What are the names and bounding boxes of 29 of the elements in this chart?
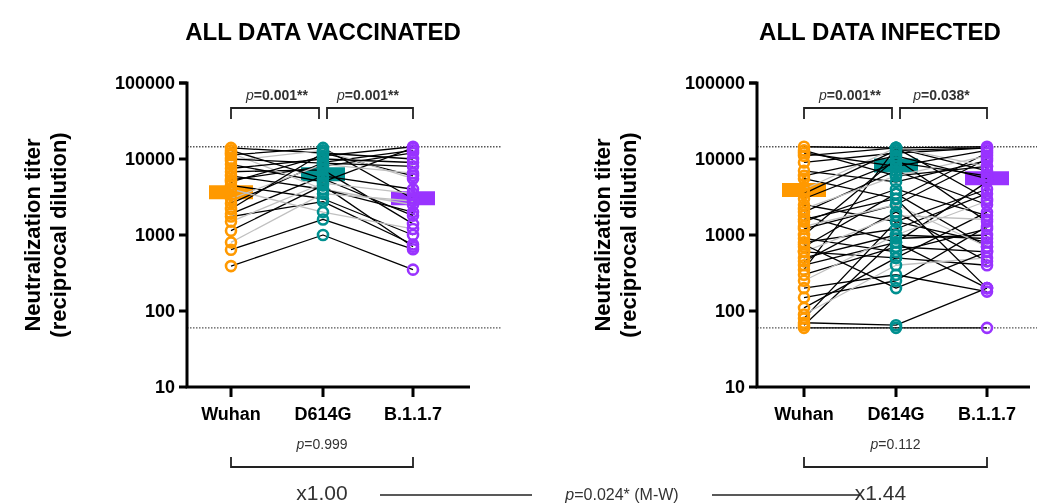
y-tick-label: 100000 [684,73,745,94]
x-tick-label: D614G [867,404,925,424]
chart-title: ALL DATA VACCINATED [185,18,461,45]
y-tick-label: 100 [714,301,745,322]
y-tick-label: 10000 [124,149,175,170]
text: x1.44 [854,481,907,504]
text: p=0.112 [869,436,921,452]
text: p=0.024* (M-W) [564,486,679,503]
annotation: p=0.038* [912,87,971,103]
y-tick-label: 1000 [134,225,175,246]
annotation: p=0.001** [336,87,400,103]
y-tick-label: 100 [144,301,175,322]
text: x1.00 [296,481,348,504]
y-tick-label: 10 [154,377,175,398]
annotation: p=0.001** [818,87,882,103]
chart-title: ALL DATA INFECTED [759,18,1001,45]
y-tick-label: 10 [724,377,745,398]
y-axis-title: Neutralization titer (reciprocal dilution) [20,132,71,338]
y-tick-label: 100000 [114,73,175,94]
x-tick-label: B.1.1.7 [957,404,1017,424]
y-tick-label: 1000 [704,225,745,246]
text: p=0.999 [295,436,348,452]
y-tick-label: 10000 [694,149,745,170]
annotation: p=0.001** [245,87,309,103]
x-tick-label: Wuhan [774,404,834,424]
x-tick-label: B.1.1.7 [383,404,443,424]
y-axis-title: Neutralization titer (reciprocal dilution) [590,132,641,338]
x-tick-label: D614G [294,404,352,424]
x-tick-label: Wuhan [201,404,261,424]
